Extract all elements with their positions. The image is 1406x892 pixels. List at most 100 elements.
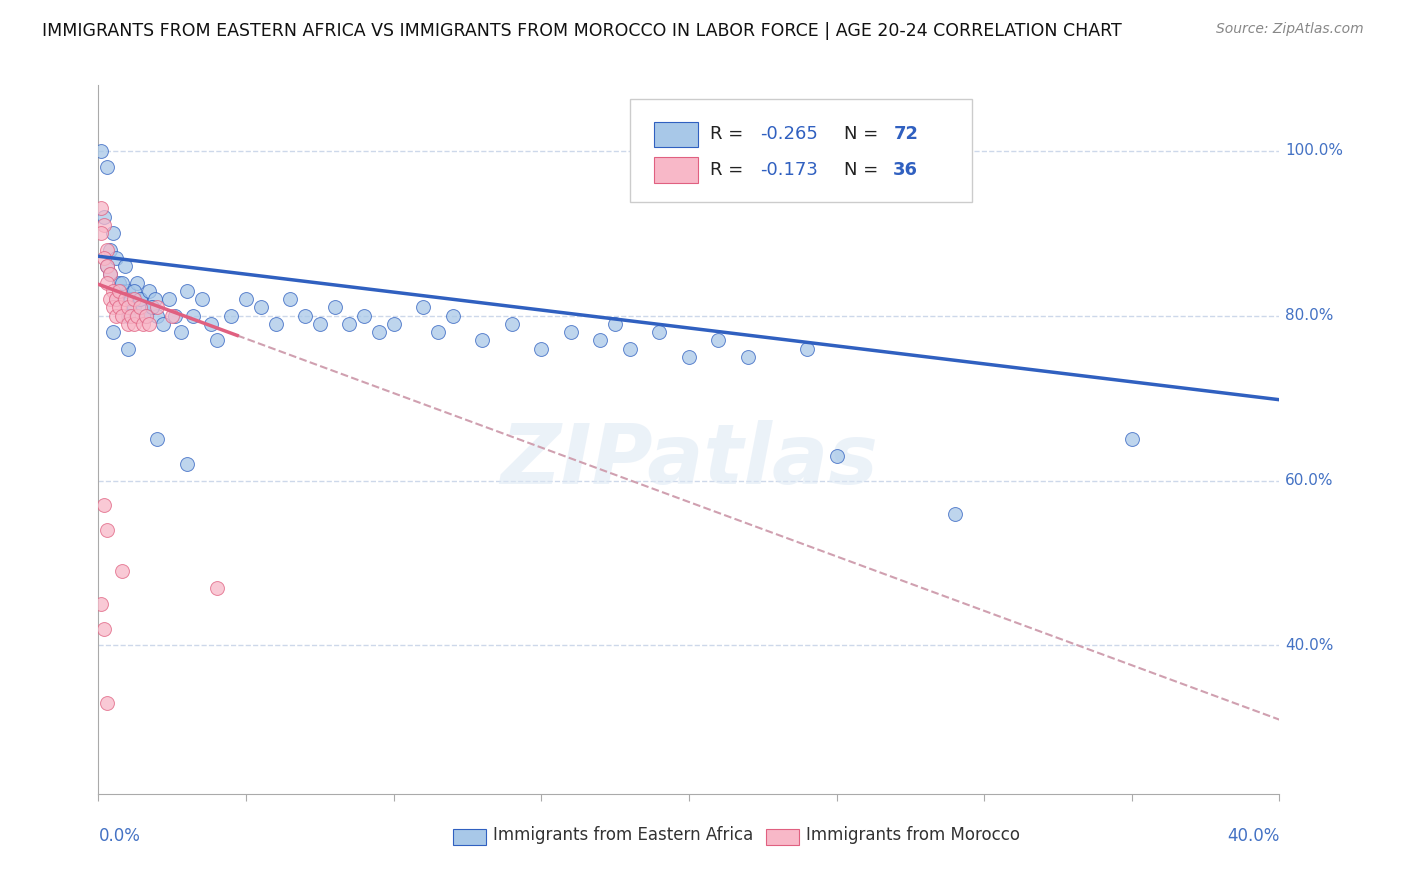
Point bbox=[105, 292, 128, 306]
Point bbox=[146, 309, 169, 323]
Point bbox=[96, 696, 118, 710]
Point bbox=[90, 597, 112, 611]
Point bbox=[96, 259, 118, 273]
Point bbox=[235, 292, 257, 306]
Point bbox=[103, 226, 125, 240]
Point bbox=[122, 284, 145, 298]
Point bbox=[128, 292, 150, 306]
Point bbox=[441, 309, 464, 323]
Point bbox=[648, 325, 671, 339]
Point bbox=[117, 317, 139, 331]
Text: -0.265: -0.265 bbox=[759, 126, 818, 144]
Point bbox=[146, 433, 169, 447]
Point bbox=[135, 309, 157, 323]
Point bbox=[96, 160, 118, 174]
Point bbox=[117, 309, 139, 323]
Point bbox=[471, 334, 494, 348]
Point bbox=[96, 276, 118, 290]
Point bbox=[605, 317, 627, 331]
Point bbox=[108, 276, 131, 290]
Point bbox=[111, 309, 134, 323]
Point bbox=[619, 342, 641, 356]
Text: 72: 72 bbox=[893, 126, 918, 144]
Point bbox=[146, 301, 169, 315]
Point bbox=[122, 301, 145, 315]
Point bbox=[128, 301, 150, 315]
Point bbox=[98, 268, 121, 282]
Point bbox=[323, 301, 346, 315]
Point bbox=[105, 251, 128, 265]
Point bbox=[943, 507, 966, 521]
Point bbox=[98, 268, 121, 282]
Point bbox=[200, 317, 222, 331]
Point bbox=[205, 334, 228, 348]
Point bbox=[117, 301, 139, 315]
Text: 36: 36 bbox=[893, 161, 918, 178]
Text: 0.0%: 0.0% bbox=[98, 827, 141, 845]
Text: 80.0%: 80.0% bbox=[1285, 308, 1334, 323]
Point bbox=[280, 292, 302, 306]
Point bbox=[122, 317, 145, 331]
Point bbox=[530, 342, 553, 356]
Point bbox=[125, 309, 148, 323]
Point bbox=[152, 317, 174, 331]
Point bbox=[162, 309, 183, 323]
Text: N =: N = bbox=[844, 126, 883, 144]
Point bbox=[103, 301, 125, 315]
Point bbox=[98, 243, 121, 257]
Point bbox=[93, 498, 115, 512]
Point bbox=[157, 292, 180, 306]
Point bbox=[382, 317, 405, 331]
Text: IMMIGRANTS FROM EASTERN AFRICA VS IMMIGRANTS FROM MOROCCO IN LABOR FORCE | AGE 2: IMMIGRANTS FROM EASTERN AFRICA VS IMMIGR… bbox=[42, 22, 1122, 40]
Point bbox=[1121, 433, 1143, 447]
Point bbox=[825, 449, 848, 463]
Point bbox=[93, 210, 115, 224]
Text: 40.0%: 40.0% bbox=[1227, 827, 1279, 845]
Text: Source: ZipAtlas.com: Source: ZipAtlas.com bbox=[1216, 22, 1364, 37]
Point bbox=[176, 457, 198, 471]
Point bbox=[339, 317, 361, 331]
Point bbox=[96, 523, 118, 537]
Point bbox=[501, 317, 523, 331]
FancyBboxPatch shape bbox=[630, 99, 973, 202]
Point bbox=[103, 284, 125, 298]
Point bbox=[105, 292, 128, 306]
Point bbox=[90, 202, 112, 216]
Point bbox=[108, 301, 131, 315]
Point bbox=[90, 144, 112, 158]
Point bbox=[90, 226, 112, 240]
Point bbox=[176, 284, 198, 298]
Point bbox=[737, 350, 759, 364]
Point bbox=[111, 564, 134, 578]
Point bbox=[108, 284, 131, 298]
Point bbox=[117, 342, 139, 356]
FancyBboxPatch shape bbox=[654, 121, 699, 147]
Point bbox=[191, 292, 214, 306]
Point bbox=[111, 284, 134, 298]
Point bbox=[707, 334, 730, 348]
Point bbox=[368, 325, 391, 339]
Text: Immigrants from Eastern Africa: Immigrants from Eastern Africa bbox=[494, 826, 754, 844]
Point bbox=[93, 251, 115, 265]
Text: Immigrants from Morocco: Immigrants from Morocco bbox=[806, 826, 1019, 844]
Point bbox=[98, 292, 121, 306]
FancyBboxPatch shape bbox=[453, 830, 486, 845]
Point bbox=[128, 292, 150, 306]
Text: ZIPatlas: ZIPatlas bbox=[501, 420, 877, 501]
Point bbox=[135, 309, 157, 323]
Point bbox=[132, 317, 155, 331]
Point bbox=[117, 284, 139, 298]
FancyBboxPatch shape bbox=[766, 830, 799, 845]
Point bbox=[294, 309, 316, 323]
Point bbox=[143, 292, 166, 306]
Point bbox=[138, 317, 160, 331]
Point bbox=[250, 301, 273, 315]
Point bbox=[427, 325, 450, 339]
Text: 60.0%: 60.0% bbox=[1285, 473, 1334, 488]
Point bbox=[353, 309, 375, 323]
Point bbox=[120, 309, 142, 323]
Point bbox=[132, 301, 155, 315]
Point bbox=[105, 309, 128, 323]
Point bbox=[96, 243, 118, 257]
Point bbox=[111, 276, 134, 290]
